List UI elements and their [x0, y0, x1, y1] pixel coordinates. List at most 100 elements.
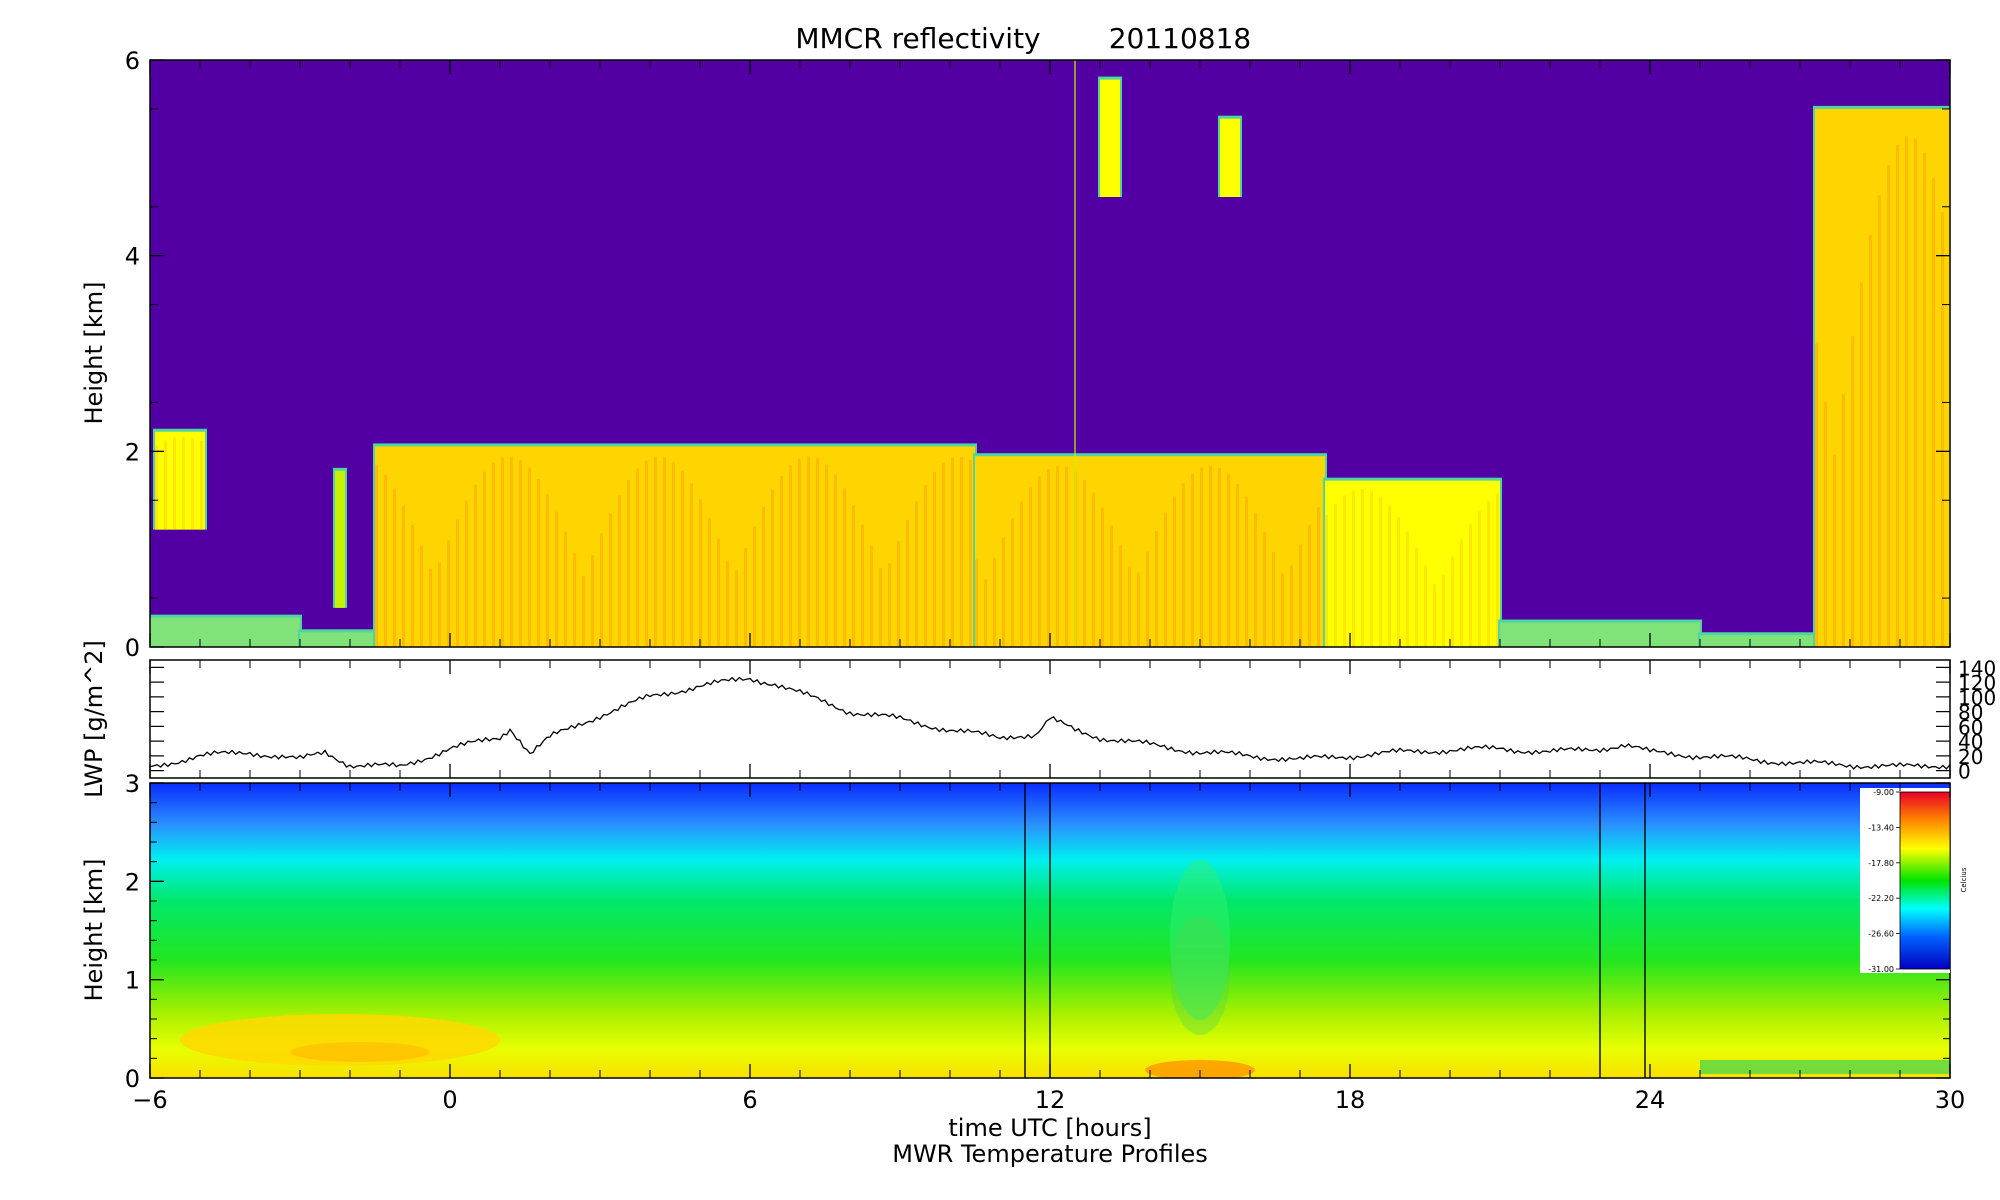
colorbar-tick-label: -13.40: [1868, 823, 1894, 832]
radar-streak: [681, 470, 684, 647]
radar-streak: [816, 458, 819, 647]
temperature-panel: 0 1 2 3 Height [km] -9.00 -13.40 -17.80 -22.20…: [80, 770, 1968, 1093]
radar-streak: [1209, 465, 1212, 647]
lwp-ytick-label: 100: [1958, 686, 1996, 710]
radar-streak: [1011, 518, 1014, 647]
radar-streak: [1263, 531, 1266, 647]
radar-streak: [969, 459, 972, 647]
radar-streak: [861, 524, 864, 647]
x-tick-label: 18: [1335, 1086, 1366, 1114]
radar-streak: [182, 436, 185, 530]
radar-streak: [393, 488, 396, 647]
temperature-ytick-label: 1: [125, 967, 140, 995]
radar-streak: [1065, 466, 1068, 647]
radar-streak: [735, 570, 738, 647]
radar-streak: [951, 457, 954, 647]
radar-streak: [672, 462, 675, 647]
temperature-gap-column: [1600, 783, 1645, 1078]
radar-streak: [1451, 556, 1454, 647]
radar-streak: [870, 545, 873, 647]
radar-streak: [492, 462, 495, 647]
colorbar-tick-label: -26.60: [1868, 930, 1894, 939]
colorbar-tick-label: -17.80: [1868, 859, 1894, 868]
radar-streak: [780, 475, 783, 647]
chart-date: 20110818: [1109, 22, 1252, 55]
radar-streak: [1869, 234, 1872, 647]
radar-ytick-label: 4: [125, 243, 140, 271]
radar-cloud-region: [150, 617, 300, 647]
radar-streak: [1397, 517, 1400, 647]
radar-streak: [690, 483, 693, 647]
radar-streak: [573, 553, 576, 647]
radar-streak: [1896, 145, 1899, 647]
colorbar-tick-label: -9.00: [1873, 788, 1894, 797]
radar-streak: [852, 505, 855, 647]
radar-streak: [843, 488, 846, 647]
radar-streak: [429, 568, 432, 647]
radar-streak: [627, 480, 630, 647]
colorbar-tick-label: -22.20: [1868, 894, 1894, 903]
radar-cloud-region: [1100, 79, 1120, 197]
radar-streak: [1137, 572, 1140, 647]
radar-cloud-region: [1700, 635, 1815, 647]
temperature-ytick-label: 3: [125, 770, 140, 798]
radar-streak: [1415, 547, 1418, 647]
temperature-gap-column: [1025, 783, 1050, 1078]
radar-streak: [200, 441, 203, 530]
temperature-ylabel: Height [km]: [80, 859, 108, 1002]
x-tick-label: 12: [1035, 1086, 1066, 1114]
colorbar-label: Celcius: [1960, 867, 1968, 892]
radar-streak: [1101, 507, 1104, 647]
radar-streak: [456, 519, 459, 647]
radar-ytick-label: 0: [125, 634, 140, 662]
radar-streak: [1325, 514, 1328, 647]
radar-streak: [942, 462, 945, 647]
radar-streak: [1361, 489, 1364, 647]
radar-streak: [1388, 505, 1391, 647]
radar-streak: [1860, 282, 1863, 647]
radar-streak: [1038, 476, 1041, 647]
radar-streak: [915, 501, 918, 647]
lwp-line: [149, 676, 1951, 770]
radar-streak: [1191, 473, 1194, 647]
radar-streak: [825, 464, 828, 647]
x-tick-label: 6: [742, 1086, 757, 1114]
radar-streak: [1110, 525, 1113, 647]
radar-streak: [447, 540, 450, 647]
radar-streak: [1272, 552, 1275, 647]
radar-cloud-region: [975, 456, 1325, 647]
radar-streak: [1146, 551, 1149, 647]
radar-streak: [798, 458, 801, 647]
x-tick-label: −6: [132, 1086, 167, 1114]
radar-streak: [1227, 473, 1230, 647]
radar-streak: [1047, 469, 1050, 647]
lwp-ytick-label: 0: [1958, 760, 1971, 784]
radar-streak: [984, 579, 987, 647]
radar-streak: [726, 560, 729, 647]
radar-streak: [1496, 493, 1499, 647]
radar-streak: [600, 533, 603, 647]
radar-streak: [636, 468, 639, 647]
lwp-ytick-label: 60: [1958, 715, 1983, 739]
x-tick-label: 24: [1635, 1086, 1666, 1114]
colorbar: -9.00 -13.40 -17.80 -22.20 -26.60 -31.00 Celc…: [1860, 788, 1968, 974]
radar-streak: [1002, 537, 1005, 647]
radar-streak: [807, 456, 810, 647]
x-axis-label: time UTC [hours]: [948, 1114, 1151, 1142]
radar-streak: [555, 511, 558, 647]
radar-streak: [1128, 566, 1131, 647]
footer-title: MWR Temperature Profiles: [892, 1140, 1208, 1168]
radar-streak: [1815, 343, 1818, 647]
radar-cloud-region: [300, 632, 375, 647]
radar-streak: [1245, 497, 1248, 647]
radar-streak: [975, 559, 978, 647]
radar-streak: [1923, 152, 1926, 647]
lwp-ytick-label: 40: [1958, 730, 1983, 754]
radar-streak: [663, 457, 666, 647]
radar-streak: [1487, 500, 1490, 647]
radar-streak: [1056, 465, 1059, 647]
radar-streak: [771, 489, 774, 647]
radar-streak: [924, 484, 927, 647]
